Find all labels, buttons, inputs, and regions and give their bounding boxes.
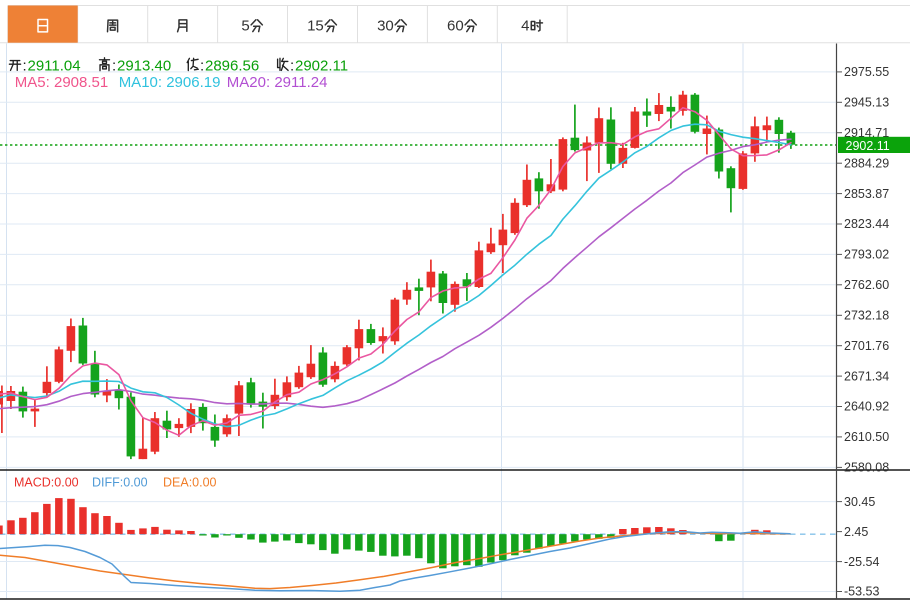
svg-text:30.45: 30.45 <box>844 495 875 509</box>
svg-text:2762.60: 2762.60 <box>844 278 889 292</box>
svg-text:2732.18: 2732.18 <box>844 309 889 323</box>
svg-text:MA10: 2906.19: MA10: 2906.19 <box>119 74 221 91</box>
svg-text:2701.76: 2701.76 <box>844 339 889 353</box>
svg-text:2913.40: 2913.40 <box>117 58 171 75</box>
svg-text:MA20: 2911.24: MA20: 2911.24 <box>227 74 328 91</box>
svg-text:30: 30 <box>377 18 394 35</box>
svg-text:2640.92: 2640.92 <box>844 400 889 414</box>
svg-text:2911.04: 2911.04 <box>28 58 81 75</box>
svg-text:15: 15 <box>307 18 324 35</box>
svg-text:2902.11: 2902.11 <box>295 58 348 75</box>
svg-text:60: 60 <box>447 18 464 35</box>
svg-text:DEA:0.00: DEA:0.00 <box>163 476 217 490</box>
svg-text:2914.71: 2914.71 <box>844 126 889 140</box>
svg-text:-53.53: -53.53 <box>844 585 879 599</box>
svg-text:-25.54: -25.54 <box>844 555 879 569</box>
svg-text::: : <box>23 58 27 75</box>
svg-text:2793.02: 2793.02 <box>844 248 889 262</box>
svg-text:2671.34: 2671.34 <box>844 369 889 383</box>
svg-text:2610.50: 2610.50 <box>844 430 889 444</box>
svg-text::: : <box>112 58 116 75</box>
svg-text:2853.87: 2853.87 <box>844 187 889 201</box>
svg-text:5: 5 <box>241 18 249 35</box>
svg-text:MACD:0.00: MACD:0.00 <box>14 476 79 490</box>
svg-text:2945.13: 2945.13 <box>844 96 889 110</box>
svg-text:2823.44: 2823.44 <box>844 217 889 231</box>
svg-text:2902.11: 2902.11 <box>846 139 890 153</box>
svg-text:4: 4 <box>521 18 529 35</box>
svg-text::: : <box>200 58 204 75</box>
svg-text:DIFF:0.00: DIFF:0.00 <box>92 476 148 490</box>
svg-text:2975.55: 2975.55 <box>844 65 889 79</box>
svg-text::: : <box>290 58 294 75</box>
svg-text:2580.08: 2580.08 <box>844 461 889 475</box>
svg-text:2896.56: 2896.56 <box>205 58 259 75</box>
svg-text:MA5: 2908.51: MA5: 2908.51 <box>15 74 108 91</box>
svg-text:2884.29: 2884.29 <box>844 156 889 170</box>
svg-text:2.45: 2.45 <box>844 525 868 539</box>
